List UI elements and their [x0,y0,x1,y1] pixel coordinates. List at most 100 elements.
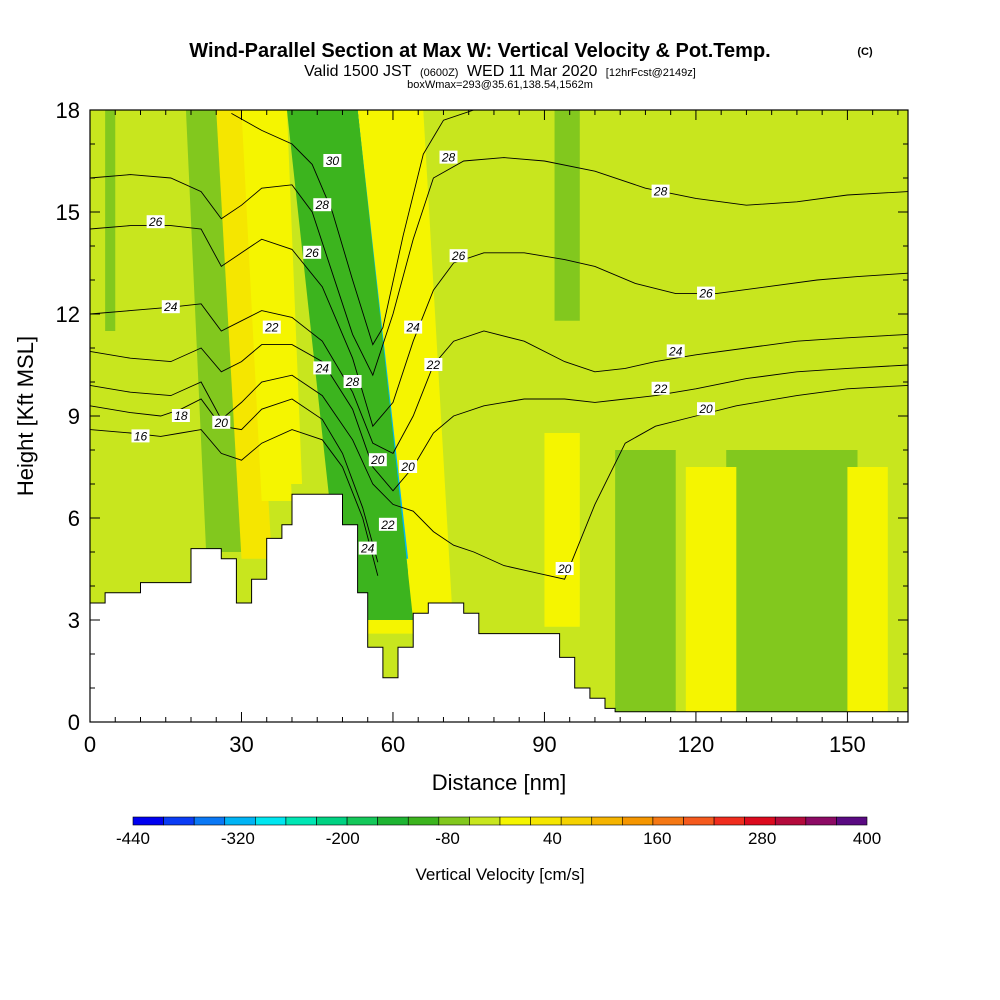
colorbar-swatch [499,816,531,826]
x-tick-label: 150 [829,732,866,757]
contour-label-text: 28 [441,151,456,165]
contour-label-box [212,415,231,429]
contour-label: 20 [212,415,231,430]
colorbar-swatch [836,816,868,826]
x-tick-labels: 0 30 60 90 120 150 [84,732,866,757]
contour-label-text: 24 [360,542,375,556]
contour-label: 20 [697,402,716,416]
contour-label: 24 [404,320,423,335]
potential-temperature-contours [90,110,908,580]
contour-label-text: 26 [698,287,713,301]
colorbar-swatch [805,816,837,826]
contour-label-text: 16 [134,429,148,443]
contour-label-text: 26 [148,215,163,229]
contour-label-box [131,429,150,443]
x-tick-label: 0 [84,732,96,757]
contour-label-box [171,409,190,422]
contour-label: 28 [439,150,458,165]
chart-title: Wind-Parallel Section at Max W: Vertical… [189,40,770,62]
x-tick-label: 30 [229,732,253,757]
contour-label-text: 22 [653,382,668,396]
contour-label-text: 26 [451,249,466,263]
colorbar-swatch [652,816,684,826]
colorbar-swatch [346,816,378,826]
y-tick-label: 18 [56,98,80,123]
contour-line-28 [90,157,908,377]
contour-label: 24 [666,344,685,358]
contour-label: 28 [343,375,362,389]
contour-label: 28 [313,198,332,212]
y-tick-labels: 0 3 6 9 12 15 18 [56,98,80,735]
velocity-feature [261,110,303,484]
y-tick-label: 9 [68,404,80,429]
colorbar-tick-label: 160 [643,829,671,848]
contour-label: 26 [303,245,322,260]
contour-label-box [651,381,670,395]
contour-label-text: 26 [304,246,319,260]
contour-label-box [404,320,423,334]
contour-label-text: 22 [264,321,279,335]
contour-label-text: 24 [163,300,178,314]
colorbar [132,816,868,826]
axis-ticks [89,109,908,723]
contour-labels: 16 18 20 22 24 26 30 28 26 24 28 20 20 22 24 24 22 26 28 28… [131,150,716,576]
contour-line-30 [231,110,474,346]
contour-label: 20 [368,453,387,467]
contour-label: 16 [131,429,150,443]
contour-label: 22 [378,517,397,532]
contour-label-box [161,300,180,314]
subtitle-valid-time: Valid 1500 JST [304,63,412,80]
velocity-feature [105,110,116,331]
contour-label: 18 [171,409,190,423]
x-tick-label: 90 [532,732,556,757]
contour-label: 26 [697,286,716,301]
velocity-feature [615,450,676,712]
contour-label-text: 28 [345,375,360,389]
velocity-feature [685,467,737,712]
contour-line-16 [90,429,379,576]
colorbar-tick-label: 400 [853,829,881,848]
contour-label: 22 [262,320,281,335]
contour-label-box [399,460,418,473]
copyright-mark: (C) [857,46,873,58]
chart-subtitle-2: boxWmax=293@35.61,138.54,1562m [407,79,593,91]
colorbar-swatch [560,816,593,826]
contour-label-box [262,320,281,334]
colorbar-swatch [163,816,195,826]
contour-label-box [424,358,443,371]
contour-label-box [697,402,716,416]
colorbar-swatch [132,816,164,826]
contour-label-text: 20 [698,402,713,416]
subtitle-utc-time: (0600Z) [420,67,459,79]
velocity-feature [554,110,580,321]
x-axis-label: Distance [nm] [432,770,567,795]
contour-label: 26 [146,215,165,229]
colorbar-tick-label: -440 [116,829,150,848]
colorbar-swatch [713,816,745,826]
plot-area: 16 18 20 22 24 26 30 28 26 24 28 20 20 22 24 24 22 26 28 28… [90,110,908,722]
x-tick-label: 120 [678,732,715,757]
contour-label: 24 [358,541,377,556]
colorbar-swatch [377,816,409,826]
contour-label: 24 [161,300,180,314]
y-tick-label: 12 [56,302,80,327]
contour-label-text: 20 [400,460,415,474]
contour-label-box [303,245,322,259]
y-tick-label: 0 [68,710,80,735]
colorbar-swatch [774,816,807,826]
velocity-feature [185,110,247,552]
contour-label-box [666,344,685,358]
colorbar-swatch [255,816,287,826]
contour-label-box [378,517,397,531]
contour-label-box [343,375,362,388]
colorbar-swatch [530,816,562,826]
y-tick-label: 6 [68,506,80,531]
colorbar-swatch [591,816,623,826]
contour-line-24 [90,303,908,454]
contour-label-box [449,249,468,263]
contour-label-text: 28 [653,185,668,199]
y-tick-label: 3 [68,608,80,633]
colorbar-swatch [744,816,776,826]
colorbar-tick-label: 40 [543,829,562,848]
